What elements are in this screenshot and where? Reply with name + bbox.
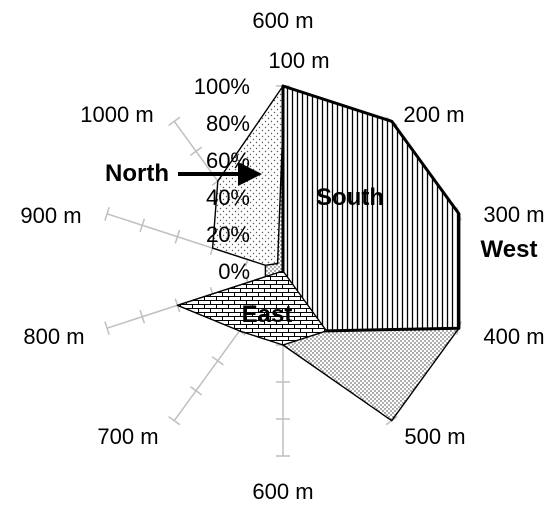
series-label-south: South	[316, 184, 384, 211]
radial-tick-label: 40%	[206, 185, 250, 210]
radar-series	[176, 84, 461, 422]
axis-tick	[211, 356, 224, 366]
series-area-east	[176, 270, 328, 346]
series-label-west: West	[481, 236, 538, 263]
axis-tick	[139, 309, 146, 324]
radial-tick-label: 20%	[206, 222, 250, 247]
category-label: 900 m	[20, 203, 81, 228]
axis-tick	[104, 321, 110, 336]
category-label: 400 m	[483, 324, 544, 349]
axis-tick	[189, 386, 203, 396]
axis-tick	[168, 116, 181, 127]
category-label: 600 m	[252, 479, 313, 504]
axis-tick	[104, 206, 110, 221]
top-axis-label: 600 m	[252, 8, 313, 33]
radial-tick-label: 100%	[194, 74, 250, 99]
category-label: 800 m	[23, 324, 84, 349]
axis-tick	[139, 218, 146, 233]
radar-labels: 100 m 200 m 300 m 400 m 500 m 600 m 700 m 800 m…	[20, 8, 544, 504]
category-label: 300 m	[483, 202, 544, 227]
axis-tick	[168, 415, 181, 426]
axis-tick	[189, 146, 203, 156]
radial-tick-label: 0%	[218, 259, 250, 284]
category-label: 200 m	[403, 102, 464, 127]
category-label: 1000 m	[80, 102, 153, 127]
category-label: 100 m	[268, 48, 329, 73]
axis-tick	[174, 229, 181, 244]
series-label-east: East	[242, 301, 293, 328]
radial-tick-label: 60%	[206, 148, 250, 173]
arrow-label-north: North	[105, 160, 169, 187]
category-label: 500 m	[404, 424, 465, 449]
category-label: 700 m	[97, 424, 158, 449]
radial-tick-label: 80%	[206, 111, 250, 136]
